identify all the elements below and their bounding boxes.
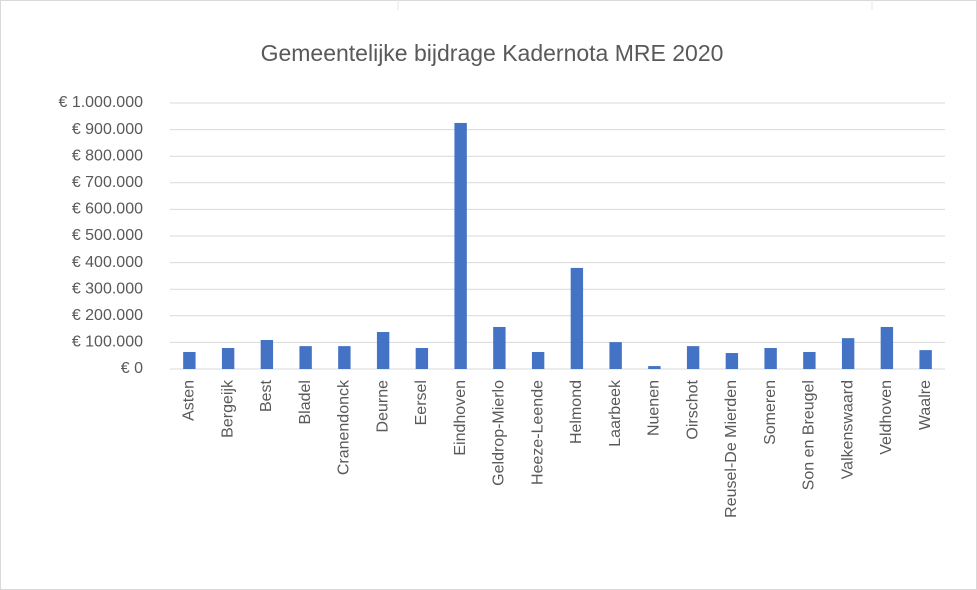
x-tick-label: Best bbox=[258, 379, 275, 412]
y-tick-label: € 300.000 bbox=[72, 280, 143, 297]
y-tick-label: € 0 bbox=[121, 360, 143, 377]
bar bbox=[493, 326, 506, 369]
y-tick-label: € 900.000 bbox=[72, 121, 143, 138]
bar bbox=[841, 338, 855, 369]
bar bbox=[531, 351, 545, 369]
x-tick-label: Deurne bbox=[374, 380, 391, 433]
bar bbox=[919, 350, 932, 369]
x-tick-label: Laarbeek bbox=[607, 379, 624, 447]
bar bbox=[764, 347, 777, 369]
y-tick-label: € 1.000.000 bbox=[58, 94, 143, 111]
y-tick-label: € 500.000 bbox=[72, 227, 143, 244]
bar bbox=[686, 346, 700, 369]
bar bbox=[183, 351, 196, 369]
y-tick-label: € 200.000 bbox=[72, 307, 143, 324]
bar bbox=[338, 346, 351, 369]
x-tick-label: Son en Breugel bbox=[801, 380, 818, 490]
x-tick-label: Asten bbox=[181, 380, 198, 421]
bar bbox=[221, 347, 235, 369]
x-tick-label: Eersel bbox=[413, 380, 430, 425]
bar bbox=[570, 267, 584, 369]
chart-title: Gemeentelijke bijdrage Kadernota MRE 202… bbox=[261, 40, 724, 66]
bar bbox=[609, 342, 622, 369]
x-tick-label: Helmond bbox=[568, 380, 585, 444]
bar bbox=[415, 347, 429, 369]
bar bbox=[725, 353, 739, 369]
bar bbox=[648, 366, 661, 369]
bar bbox=[880, 326, 894, 369]
y-tick-label: € 400.000 bbox=[72, 254, 143, 271]
x-tick-label: Geldrop-Mierlo bbox=[491, 380, 508, 486]
x-tick-label: Nuenen bbox=[646, 380, 663, 436]
x-tick-label: Someren bbox=[762, 380, 779, 445]
bar bbox=[376, 332, 390, 369]
x-tick-label: Veldhoven bbox=[878, 380, 895, 455]
x-tick-label: Bergeijk bbox=[219, 379, 236, 438]
y-tick-label: € 700.000 bbox=[72, 174, 143, 191]
x-tick-label: Valkenswaard bbox=[839, 380, 856, 479]
bar bbox=[454, 122, 467, 369]
x-tick-label: Waalre bbox=[917, 380, 934, 430]
x-tick-label: Bladel bbox=[297, 380, 314, 424]
y-tick-label: € 600.000 bbox=[72, 201, 143, 218]
x-tick-label: Heeze-Leende bbox=[529, 380, 546, 485]
x-tick-label: Oirschot bbox=[684, 379, 701, 439]
bar bbox=[260, 340, 274, 369]
bar bbox=[803, 351, 816, 369]
x-tick-label: Reusel-De Mierden bbox=[723, 380, 740, 518]
x-tick-label: Cranendonck bbox=[336, 379, 353, 475]
y-tick-label: € 100.000 bbox=[72, 334, 143, 351]
y-tick-label: € 800.000 bbox=[72, 147, 143, 164]
bar bbox=[299, 346, 312, 369]
x-tick-label: Eindhoven bbox=[452, 380, 469, 456]
